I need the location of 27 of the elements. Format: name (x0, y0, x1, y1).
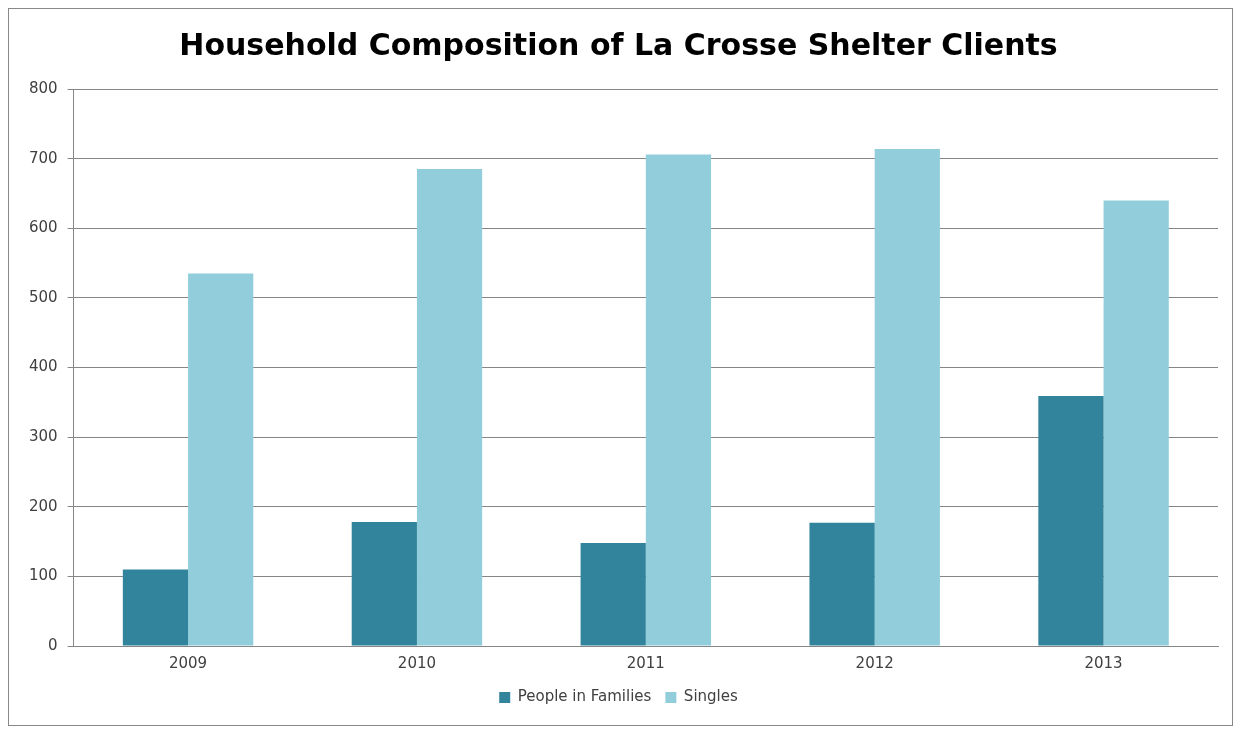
y-tick-label: 700 (28, 148, 58, 167)
chart-title: Household Composition of La Crosse Shelter Clients (179, 26, 1058, 62)
bar (645, 154, 712, 646)
y-tick-label: 800 (28, 78, 58, 97)
bar (122, 569, 189, 646)
legend-label: People in Families (517, 687, 652, 706)
x-tick-label: 2012 (855, 653, 894, 672)
bar (1103, 200, 1169, 646)
y-tick-label: 100 (28, 566, 58, 585)
bar (1038, 396, 1104, 646)
y-tick-label: 600 (28, 218, 58, 237)
x-tick-label: 2010 (397, 653, 437, 672)
y-tick-label: 0 (48, 635, 58, 654)
bar (874, 148, 940, 646)
legend-label: Singles (683, 687, 738, 706)
y-tick-label: 400 (28, 357, 58, 376)
y-tick-label: 200 (28, 496, 58, 515)
y-tick-label: 300 (28, 427, 58, 446)
bar (580, 542, 646, 646)
x-tick-label: 2009 (168, 653, 208, 672)
bar (351, 522, 417, 646)
x-tick-label: 2013 (1084, 653, 1123, 672)
y-tick-label: 500 (28, 287, 58, 306)
bar (188, 273, 254, 646)
x-tick-label: 2011 (626, 653, 665, 672)
bar (809, 522, 875, 646)
bar (416, 169, 483, 646)
